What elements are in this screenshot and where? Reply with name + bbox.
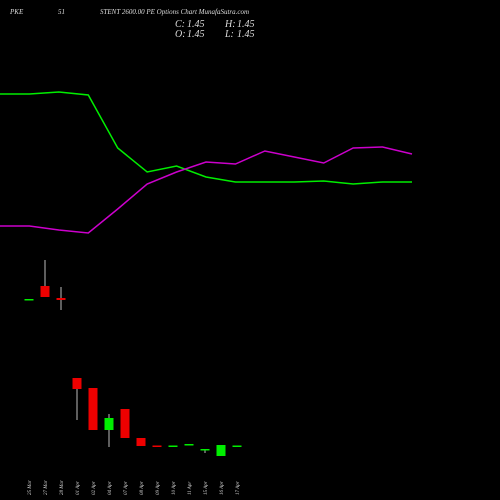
ohlc-label: O: (175, 29, 186, 40)
ohlc-value: 1.45 (237, 19, 255, 30)
candle-body (88, 388, 98, 430)
ohlc-value: 1.45 (237, 29, 255, 40)
title-part: 51 (58, 8, 65, 16)
candle-body (184, 444, 194, 446)
candle-body (24, 299, 34, 301)
ohlc-value: 1.45 (187, 29, 205, 40)
candle-body (136, 438, 146, 446)
candle-body (104, 418, 114, 430)
x-tick-label: 01 Apr (76, 481, 81, 495)
x-tick-label: 11 Apr (188, 482, 193, 495)
ohlc-label: L: (224, 29, 234, 40)
candle-body (168, 445, 178, 447)
x-tick-label: 16 Apr (220, 481, 225, 495)
line-series (0, 146, 413, 234)
ohlc-label: C: (175, 19, 185, 30)
x-tick-label: 27 Mar (44, 480, 49, 495)
x-tick-label: 17 Apr (236, 481, 241, 495)
candle-body (56, 298, 66, 300)
line-series (0, 91, 412, 185)
x-tick-label: 07 Apr (124, 481, 129, 495)
title-part: STENT 2600.00 PE Options Chart MunafaSut… (100, 8, 249, 16)
x-tick-label: 15 Apr (204, 481, 209, 495)
candle-body (152, 445, 162, 447)
candle-body (200, 449, 210, 451)
x-tick-label: 10 Apr (172, 481, 177, 495)
x-tick-label: 04 Apr (108, 481, 113, 495)
ohlc-label: H: (224, 19, 236, 30)
x-tick-label: 25 Mar (28, 480, 33, 495)
candle-body (40, 286, 50, 297)
candle-body (232, 445, 242, 447)
ohlc-value: 1.45 (187, 19, 205, 30)
candle-body (72, 378, 82, 389)
candle-body (216, 445, 226, 456)
title-part: PKE (9, 8, 24, 16)
x-tick-label: 09 Apr (156, 481, 161, 495)
x-tick-label: 08 Apr (140, 481, 145, 495)
x-tick-label: 28 Mar (60, 480, 65, 495)
candle-body (120, 409, 130, 438)
x-tick-label: 02 Apr (92, 481, 97, 495)
